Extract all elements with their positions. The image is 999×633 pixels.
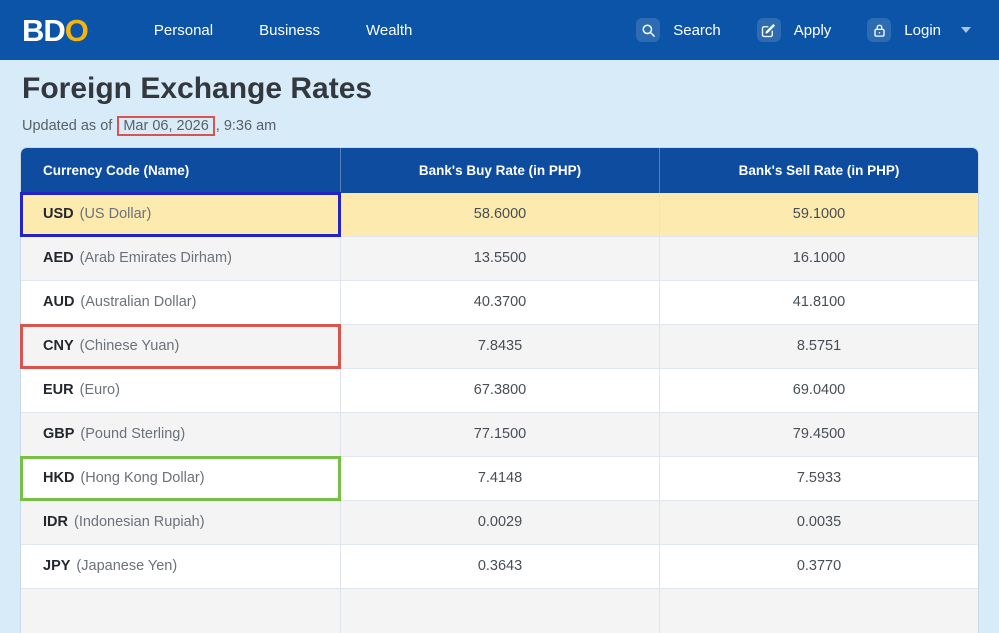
- table-row: AED (Arab Emirates Dirham) 13.5500 16.1000: [21, 235, 978, 280]
- search-icon: [636, 18, 661, 42]
- page-head: Foreign Exchange Rates Updated as of Mar…: [0, 60, 999, 136]
- currency-cell: HKD (Hong Kong Dollar): [20, 455, 341, 501]
- currency-code: AED: [43, 250, 74, 266]
- nav-link-business[interactable]: Business: [259, 21, 320, 39]
- table-row: GBP (Pound Sterling) 77.1500 79.4500: [21, 411, 978, 456]
- table-row: USD (US Dollar) 58.6000 59.1000: [20, 191, 978, 237]
- currency-code: JPY: [43, 558, 71, 574]
- nav-actions: Search Apply Login: [636, 18, 971, 42]
- currency-cell: [21, 589, 340, 633]
- currency-code: HKD: [43, 470, 75, 486]
- table-row-partial: [21, 587, 978, 633]
- search-button[interactable]: Search: [636, 18, 721, 42]
- table-row: JPY (Japanese Yen) 0.3643 0.3770: [21, 543, 978, 588]
- buy-rate-cell: 7.4148: [340, 456, 659, 500]
- currency-code: CNY: [43, 338, 74, 354]
- currency-name: (Arab Emirates Dirham): [79, 250, 232, 266]
- page-title: Foreign Exchange Rates: [22, 72, 373, 105]
- logo-text-o: O: [64, 12, 89, 48]
- sell-rate-cell: 16.1000: [659, 236, 978, 280]
- buy-rate-cell: 67.3800: [340, 368, 659, 412]
- updated-date-annotated: Mar 06, 2026: [117, 115, 215, 136]
- table-row: CNY (Chinese Yuan) 7.8435 8.5751: [20, 323, 978, 369]
- table-body: USD (US Dollar) 58.6000 59.1000 AED (Arab Emi…: [20, 191, 978, 633]
- nav-links: Personal Business Wealth: [154, 22, 413, 39]
- currency-name: (Euro): [79, 382, 120, 398]
- chevron-down-icon: [961, 27, 971, 33]
- updated-prefix: Updated as of: [22, 117, 113, 134]
- currency-name: (Indonesian Rupiah): [73, 514, 205, 530]
- header-buy-rate: Bank's Buy Rate (in PHP): [340, 147, 659, 193]
- login-button[interactable]: Login: [867, 18, 971, 42]
- currency-code: IDR: [43, 514, 68, 530]
- header-currency: Currency Code (Name): [43, 162, 190, 178]
- table-header-row: Currency Code (Name) Bank's Buy Rate (in…: [21, 147, 978, 193]
- apply-button[interactable]: Apply: [756, 18, 832, 42]
- lock-icon: [867, 18, 892, 42]
- currency-name: (Japanese Yen): [76, 558, 178, 574]
- sell-rate-cell: 59.1000: [659, 192, 978, 236]
- updated-line: Updated as of Mar 06, 2026, 9:36 am: [22, 115, 977, 136]
- buy-rate-cell: 13.5500: [340, 236, 659, 280]
- sell-rate-cell: [659, 588, 978, 633]
- currency-cell: AED (Arab Emirates Dirham): [21, 237, 340, 280]
- currency-code: AUD: [43, 294, 75, 310]
- nav-link-personal[interactable]: Personal: [153, 21, 214, 39]
- buy-rate-cell: 7.8435: [340, 324, 659, 368]
- currency-code: USD: [43, 206, 74, 222]
- buy-rate-cell: 0.0029: [340, 500, 659, 544]
- buy-rate-cell: 77.1500: [340, 412, 659, 456]
- currency-code: GBP: [43, 426, 75, 442]
- currency-cell: IDR (Indonesian Rupiah): [21, 501, 340, 544]
- table-row: AUD (Australian Dollar) 40.3700 41.8100: [21, 279, 978, 324]
- table-row: HKD (Hong Kong Dollar) 7.4148 7.5933: [20, 455, 978, 501]
- sell-rate-cell: 7.5933: [659, 456, 978, 500]
- header-sell-rate: Bank's Sell Rate (in PHP): [659, 147, 978, 193]
- updated-suffix: , 9:36 am: [215, 117, 277, 134]
- currency-cell: EUR (Euro): [21, 369, 340, 412]
- sell-rate-cell: 69.0400: [659, 368, 978, 412]
- currency-cell: USD (US Dollar): [20, 191, 341, 237]
- top-navbar: BDO Personal Business Wealth Search Appl…: [0, 0, 999, 60]
- currency-name: (Pound Sterling): [80, 426, 186, 442]
- nav-link-wealth[interactable]: Wealth: [365, 21, 413, 39]
- buy-rate-cell: [340, 588, 659, 633]
- apply-edit-icon: [756, 18, 781, 42]
- currency-cell: CNY (Chinese Yuan): [20, 323, 341, 369]
- currency-name: (Australian Dollar): [80, 294, 197, 310]
- sell-rate-cell: 0.0035: [659, 500, 978, 544]
- buy-rate-cell: 58.6000: [340, 192, 659, 236]
- sell-rate-cell: 8.5751: [659, 324, 978, 368]
- login-label: Login: [904, 21, 941, 39]
- currency-name: (Hong Kong Dollar): [80, 470, 205, 486]
- sell-rate-cell: 0.3770: [659, 544, 978, 588]
- currency-name: (Chinese Yuan): [79, 338, 180, 354]
- logo-text-bd: BD: [22, 12, 66, 48]
- fx-rates-table: Currency Code (Name) Bank's Buy Rate (in…: [20, 146, 979, 633]
- currency-cell: AUD (Australian Dollar): [21, 281, 340, 324]
- bdo-logo[interactable]: BDO: [22, 12, 89, 48]
- currency-cell: GBP (Pound Sterling): [21, 413, 340, 456]
- buy-rate-cell: 0.3643: [340, 544, 659, 588]
- currency-code: EUR: [43, 382, 74, 398]
- sell-rate-cell: 41.8100: [659, 280, 978, 324]
- table-row: EUR (Euro) 67.3800 69.0400: [21, 367, 978, 412]
- currency-name: (US Dollar): [79, 206, 152, 222]
- sell-rate-cell: 79.4500: [659, 412, 978, 456]
- apply-label: Apply: [793, 21, 832, 39]
- currency-cell: JPY (Japanese Yen): [21, 545, 340, 588]
- buy-rate-cell: 40.3700: [340, 280, 659, 324]
- table-row: IDR (Indonesian Rupiah) 0.0029 0.0035: [21, 499, 978, 544]
- search-label: Search: [673, 21, 721, 39]
